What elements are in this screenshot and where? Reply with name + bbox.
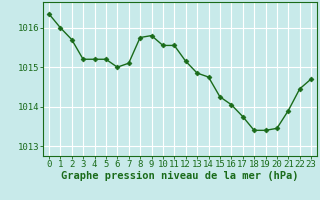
X-axis label: Graphe pression niveau de la mer (hPa): Graphe pression niveau de la mer (hPa)	[61, 171, 299, 181]
